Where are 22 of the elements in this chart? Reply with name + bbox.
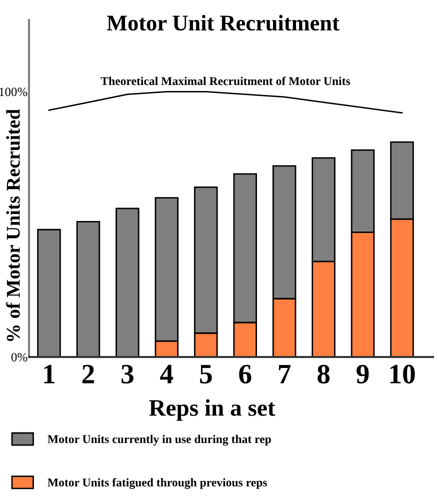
- x-tick-label: 9: [356, 364, 369, 384]
- y-tick-label: 0%: [11, 353, 28, 362]
- x-tick-label: 7: [278, 365, 291, 384]
- x-axis-title: Reps in a set: [149, 399, 276, 421]
- legend-label: Motor Units fatigued through previous reps: [48, 478, 267, 489]
- y-axis-title: % of Motor Units Recruited: [6, 109, 20, 342]
- x-tick-label: 2: [82, 364, 94, 384]
- x-tick-label: 5: [200, 365, 212, 384]
- chart-title: Motor Unit Recruitment: [106, 14, 340, 31]
- x-tick-label: 3: [122, 364, 134, 384]
- legend-label: Motor Units currently in use during that rep: [48, 434, 271, 446]
- bar: [37, 228, 61, 357]
- x-tick-label: 6: [239, 364, 252, 384]
- bar: [76, 220, 100, 357]
- x-tick-label: 1: [44, 364, 55, 384]
- line-series: [48, 90, 403, 114]
- y-tick-label: 100%: [0, 88, 28, 96]
- x-tick-label: 10: [390, 364, 415, 384]
- x-tick-label: 4: [160, 364, 174, 384]
- bar: [116, 208, 140, 357]
- series-label: Theoretical Maximal Recruitment of Motor Units: [100, 76, 350, 86]
- x-tick-label: 8: [318, 364, 330, 384]
